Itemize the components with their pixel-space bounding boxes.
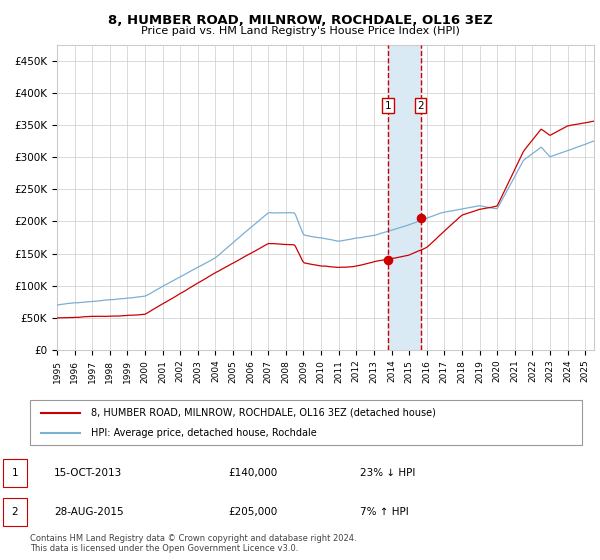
Text: 2: 2 xyxy=(11,507,19,517)
Text: 8, HUMBER ROAD, MILNROW, ROCHDALE, OL16 3EZ: 8, HUMBER ROAD, MILNROW, ROCHDALE, OL16 … xyxy=(107,14,493,27)
Text: 28-AUG-2015: 28-AUG-2015 xyxy=(54,507,124,517)
Bar xyxy=(388,45,421,350)
Text: 1: 1 xyxy=(11,468,19,478)
Text: Price paid vs. HM Land Registry's House Price Index (HPI): Price paid vs. HM Land Registry's House … xyxy=(140,26,460,36)
Text: 2: 2 xyxy=(417,101,424,111)
Text: Contains HM Land Registry data © Crown copyright and database right 2024.
This d: Contains HM Land Registry data © Crown c… xyxy=(30,534,356,553)
Text: HPI: Average price, detached house, Rochdale: HPI: Average price, detached house, Roch… xyxy=(91,428,316,438)
Text: £205,000: £205,000 xyxy=(228,507,277,517)
Text: 23% ↓ HPI: 23% ↓ HPI xyxy=(360,468,415,478)
Text: £140,000: £140,000 xyxy=(228,468,277,478)
Text: 15-OCT-2013: 15-OCT-2013 xyxy=(54,468,122,478)
Text: 1: 1 xyxy=(385,101,391,111)
Text: 8, HUMBER ROAD, MILNROW, ROCHDALE, OL16 3EZ (detached house): 8, HUMBER ROAD, MILNROW, ROCHDALE, OL16 … xyxy=(91,408,436,418)
Text: 7% ↑ HPI: 7% ↑ HPI xyxy=(360,507,409,517)
FancyBboxPatch shape xyxy=(30,400,582,445)
Point xyxy=(383,255,392,264)
Point xyxy=(416,214,425,223)
